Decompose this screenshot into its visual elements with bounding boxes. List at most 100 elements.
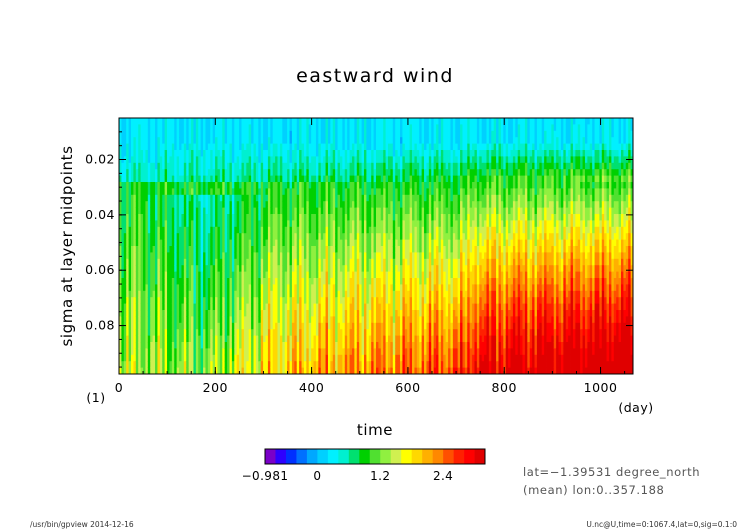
heatmap-cell (368, 201, 372, 208)
heatmap-cell (147, 329, 151, 336)
heatmap-cell (150, 342, 154, 349)
heatmap-cell (409, 194, 413, 202)
heatmap-cell (210, 348, 214, 356)
heatmap-cell (407, 335, 411, 343)
heatmap-cell (356, 162, 360, 170)
heatmap-cell (289, 226, 293, 234)
heatmap-cell (349, 150, 353, 157)
heatmap-cell (392, 335, 396, 343)
heatmap-cell (159, 335, 163, 343)
heatmap-cell (171, 342, 175, 349)
heatmap-cell (397, 118, 401, 125)
heatmap-cell (306, 265, 310, 272)
heatmap-cell (272, 233, 276, 240)
heatmap-cell (366, 226, 370, 234)
heatmap-cell (227, 188, 230, 196)
heatmap-cell (217, 150, 221, 157)
heatmap-cell (347, 271, 350, 279)
heatmap-cell (414, 329, 418, 336)
heatmap-cell (301, 156, 305, 164)
heatmap-cell (174, 156, 178, 164)
heatmap-cell (155, 354, 158, 362)
heatmap-cell (371, 162, 374, 170)
heatmap-cell (243, 265, 247, 272)
heatmap-cell (275, 194, 278, 202)
heatmap-cell (337, 290, 341, 298)
heatmap-cell (301, 233, 305, 240)
heatmap-cell (412, 214, 415, 221)
heatmap-cell (270, 271, 274, 279)
heatmap-cell (376, 252, 379, 260)
heatmap-cell (332, 188, 336, 196)
heatmap-cell (311, 316, 314, 324)
heatmap-cell (200, 169, 204, 176)
heatmap-cell (347, 290, 350, 298)
heatmap-cell (416, 214, 420, 221)
heatmap-cell (306, 188, 310, 196)
heatmap-cell (162, 182, 166, 189)
heatmap-cell (126, 169, 130, 176)
heatmap-cell (349, 258, 353, 266)
heatmap-cell (174, 258, 178, 266)
heatmap-cell (219, 156, 223, 164)
heatmap-cell (188, 150, 192, 157)
heatmap-cell (366, 258, 370, 266)
heatmap-cell (356, 258, 360, 266)
heatmap-cell (181, 297, 185, 304)
heatmap-cell (167, 271, 170, 279)
heatmap-cell (414, 156, 418, 164)
heatmap-cell (183, 265, 187, 272)
heatmap-cell (159, 150, 163, 157)
heatmap-cell (407, 290, 411, 298)
heatmap-cell (128, 130, 132, 138)
heatmap-cell (397, 258, 401, 266)
heatmap-cell (164, 162, 168, 170)
heatmap-cell (400, 220, 403, 228)
heatmap-cell (282, 130, 286, 138)
heatmap-cell (243, 162, 247, 170)
heatmap-cell (404, 303, 408, 311)
heatmap-cell (224, 220, 228, 228)
heatmap-cell (212, 143, 216, 151)
heatmap-cell (363, 118, 367, 125)
heatmap-cell (176, 239, 180, 247)
heatmap-cell (359, 278, 362, 285)
heatmap-cell (251, 182, 254, 189)
heatmap-cell (320, 284, 324, 292)
heatmap-cell (263, 361, 266, 368)
heatmap-cell (231, 297, 235, 304)
heatmap-cell (385, 348, 389, 356)
heatmap-cell (371, 303, 374, 311)
heatmap-cell (181, 118, 185, 125)
heatmap-cell (356, 156, 360, 164)
heatmap-cell (383, 150, 387, 157)
heatmap-cell (251, 258, 254, 266)
heatmap-cell (253, 303, 257, 311)
heatmap-cell (407, 239, 411, 247)
heatmap-cell (229, 284, 233, 292)
heatmap-cell (366, 169, 370, 176)
heatmap-cell (205, 310, 209, 317)
heatmap-cell (229, 278, 233, 285)
heatmap-cell (203, 361, 206, 368)
heatmap-cell (188, 194, 192, 202)
heatmap-cell (150, 169, 154, 176)
heatmap-cell (205, 137, 209, 144)
heatmap-cell (174, 233, 178, 240)
heatmap-cell (243, 284, 247, 292)
heatmap-cell (119, 150, 122, 157)
heatmap-cell (371, 137, 374, 144)
heatmap-cell (325, 348, 329, 356)
heatmap-cell (128, 252, 132, 260)
heatmap-cell (275, 258, 278, 266)
heatmap-cell (400, 214, 403, 221)
heatmap-cell (359, 303, 362, 311)
heatmap-cell (195, 329, 199, 336)
heatmap-cell (219, 201, 223, 208)
heatmap-cell (164, 207, 168, 215)
heatmap-cell (263, 335, 266, 343)
heatmap-cell (119, 265, 122, 272)
heatmap-cell (325, 143, 329, 151)
heatmap-cell (303, 130, 307, 138)
heatmap-cell (248, 316, 252, 324)
